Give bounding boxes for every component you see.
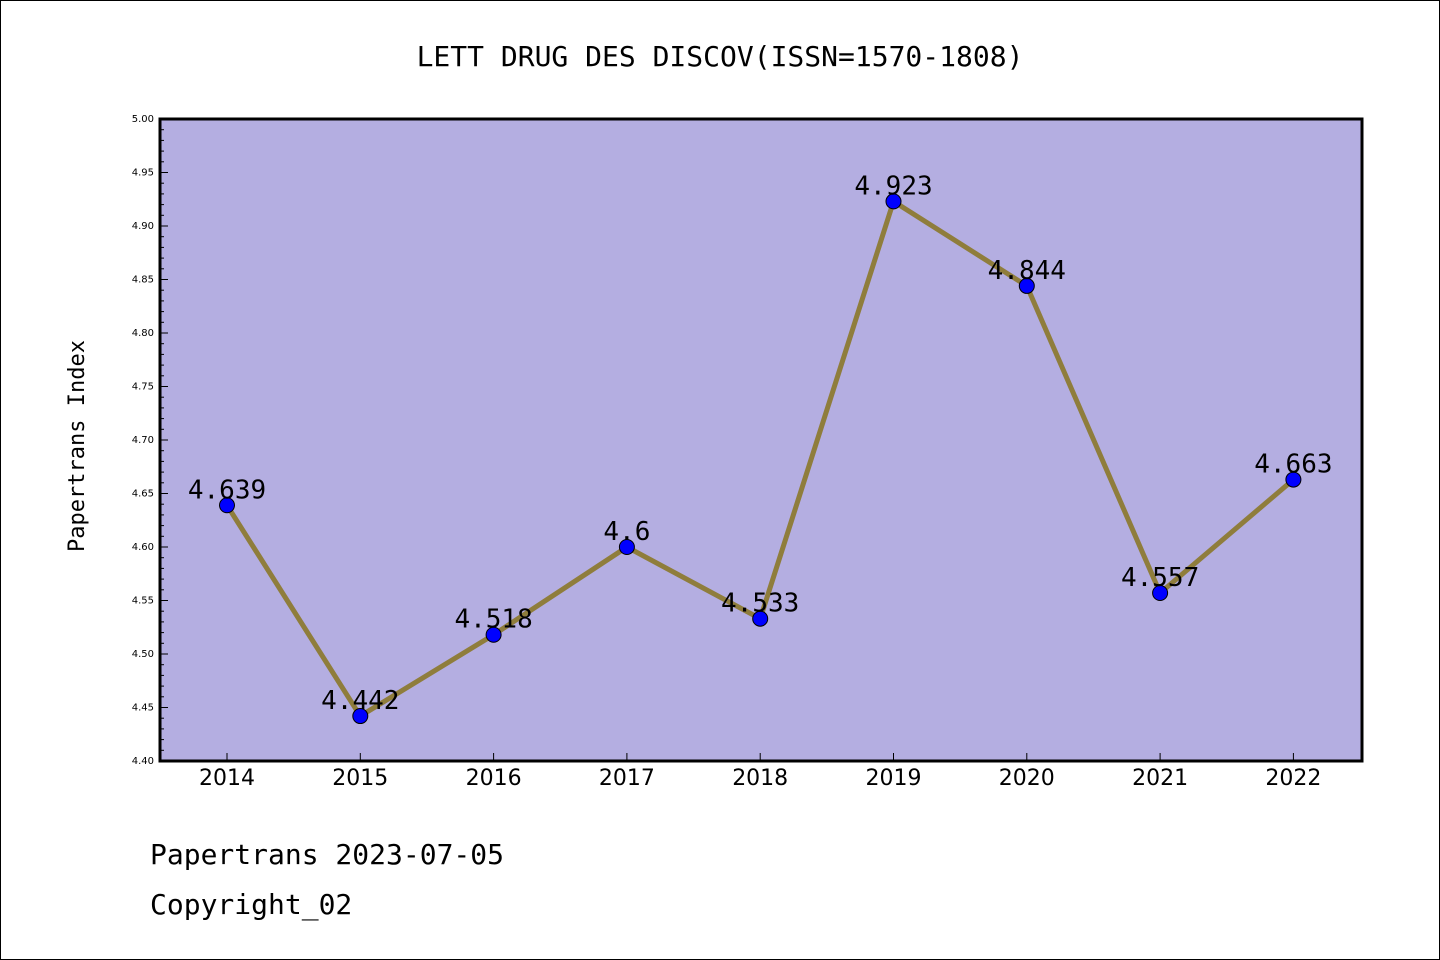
y-tick-label: 4.60 bbox=[132, 542, 154, 553]
data-label: 4.442 bbox=[321, 686, 399, 716]
data-point bbox=[352, 708, 369, 725]
footer-date: Papertrans 2023-07-05 bbox=[150, 838, 504, 871]
data-point bbox=[485, 626, 502, 643]
data-point bbox=[1285, 471, 1302, 488]
plot-area bbox=[160, 119, 1362, 761]
y-axis-label: Papertrans Index bbox=[65, 340, 90, 552]
data-point bbox=[618, 539, 635, 555]
y-tick-label: 5.00 bbox=[132, 114, 154, 125]
data-point bbox=[1018, 277, 1035, 294]
x-tick-label: 2018 bbox=[732, 766, 788, 791]
data-point bbox=[885, 193, 902, 210]
data-label: 4.663 bbox=[1254, 450, 1332, 480]
x-tick-label: 2020 bbox=[999, 766, 1055, 791]
footer-copyright: Copyright_02 bbox=[150, 888, 352, 922]
x-tick-label: 2016 bbox=[466, 766, 522, 791]
y-tick-label: 4.80 bbox=[132, 328, 154, 339]
plot-border bbox=[158, 117, 1364, 763]
x-tick-label: 2014 bbox=[199, 766, 255, 791]
y-tick-label: 4.85 bbox=[132, 275, 154, 286]
y-tick-label: 4.90 bbox=[132, 221, 154, 232]
x-tick-label: 2019 bbox=[866, 766, 922, 791]
y-tick-label: 4.40 bbox=[132, 756, 154, 767]
data-point bbox=[219, 497, 235, 514]
data-label: 4.6 bbox=[603, 517, 650, 547]
data-labels: 4.639 4.442 4.518 4.6 4.533 4.923 4.844 4.557 4.… bbox=[188, 171, 1333, 716]
data-label: 4.533 bbox=[721, 589, 799, 619]
chart-title: LETT DRUG DES DISCOV(ISSN=1570-1808) bbox=[417, 40, 1024, 73]
series-points bbox=[219, 193, 1302, 725]
data-point bbox=[752, 610, 769, 627]
data-label: 4.518 bbox=[454, 605, 532, 635]
y-tick-label: 4.50 bbox=[132, 649, 154, 660]
x-tick-label: 2021 bbox=[1132, 766, 1188, 791]
x-tick-label: 2022 bbox=[1265, 766, 1321, 791]
y-tick-label: 4.45 bbox=[132, 703, 154, 714]
y-tick-label: 4.55 bbox=[132, 596, 154, 607]
x-tick-label: 2017 bbox=[599, 766, 655, 791]
x-tick-label: 2015 bbox=[332, 766, 388, 791]
data-label: 4.923 bbox=[854, 171, 932, 201]
y-tick-label: 4.75 bbox=[132, 382, 154, 393]
y-tick-label: 4.95 bbox=[132, 168, 154, 179]
data-label: 4.844 bbox=[988, 256, 1066, 286]
x-axis: 2014 2015 2016 2017 2018 2019 2020 2021 2022 bbox=[199, 753, 1321, 791]
y-tick-label: 4.65 bbox=[132, 489, 154, 500]
data-label: 4.557 bbox=[1121, 563, 1199, 593]
y-tick-label: 4.70 bbox=[132, 435, 154, 446]
data-point bbox=[1152, 585, 1169, 602]
data-label: 4.639 bbox=[188, 475, 266, 505]
